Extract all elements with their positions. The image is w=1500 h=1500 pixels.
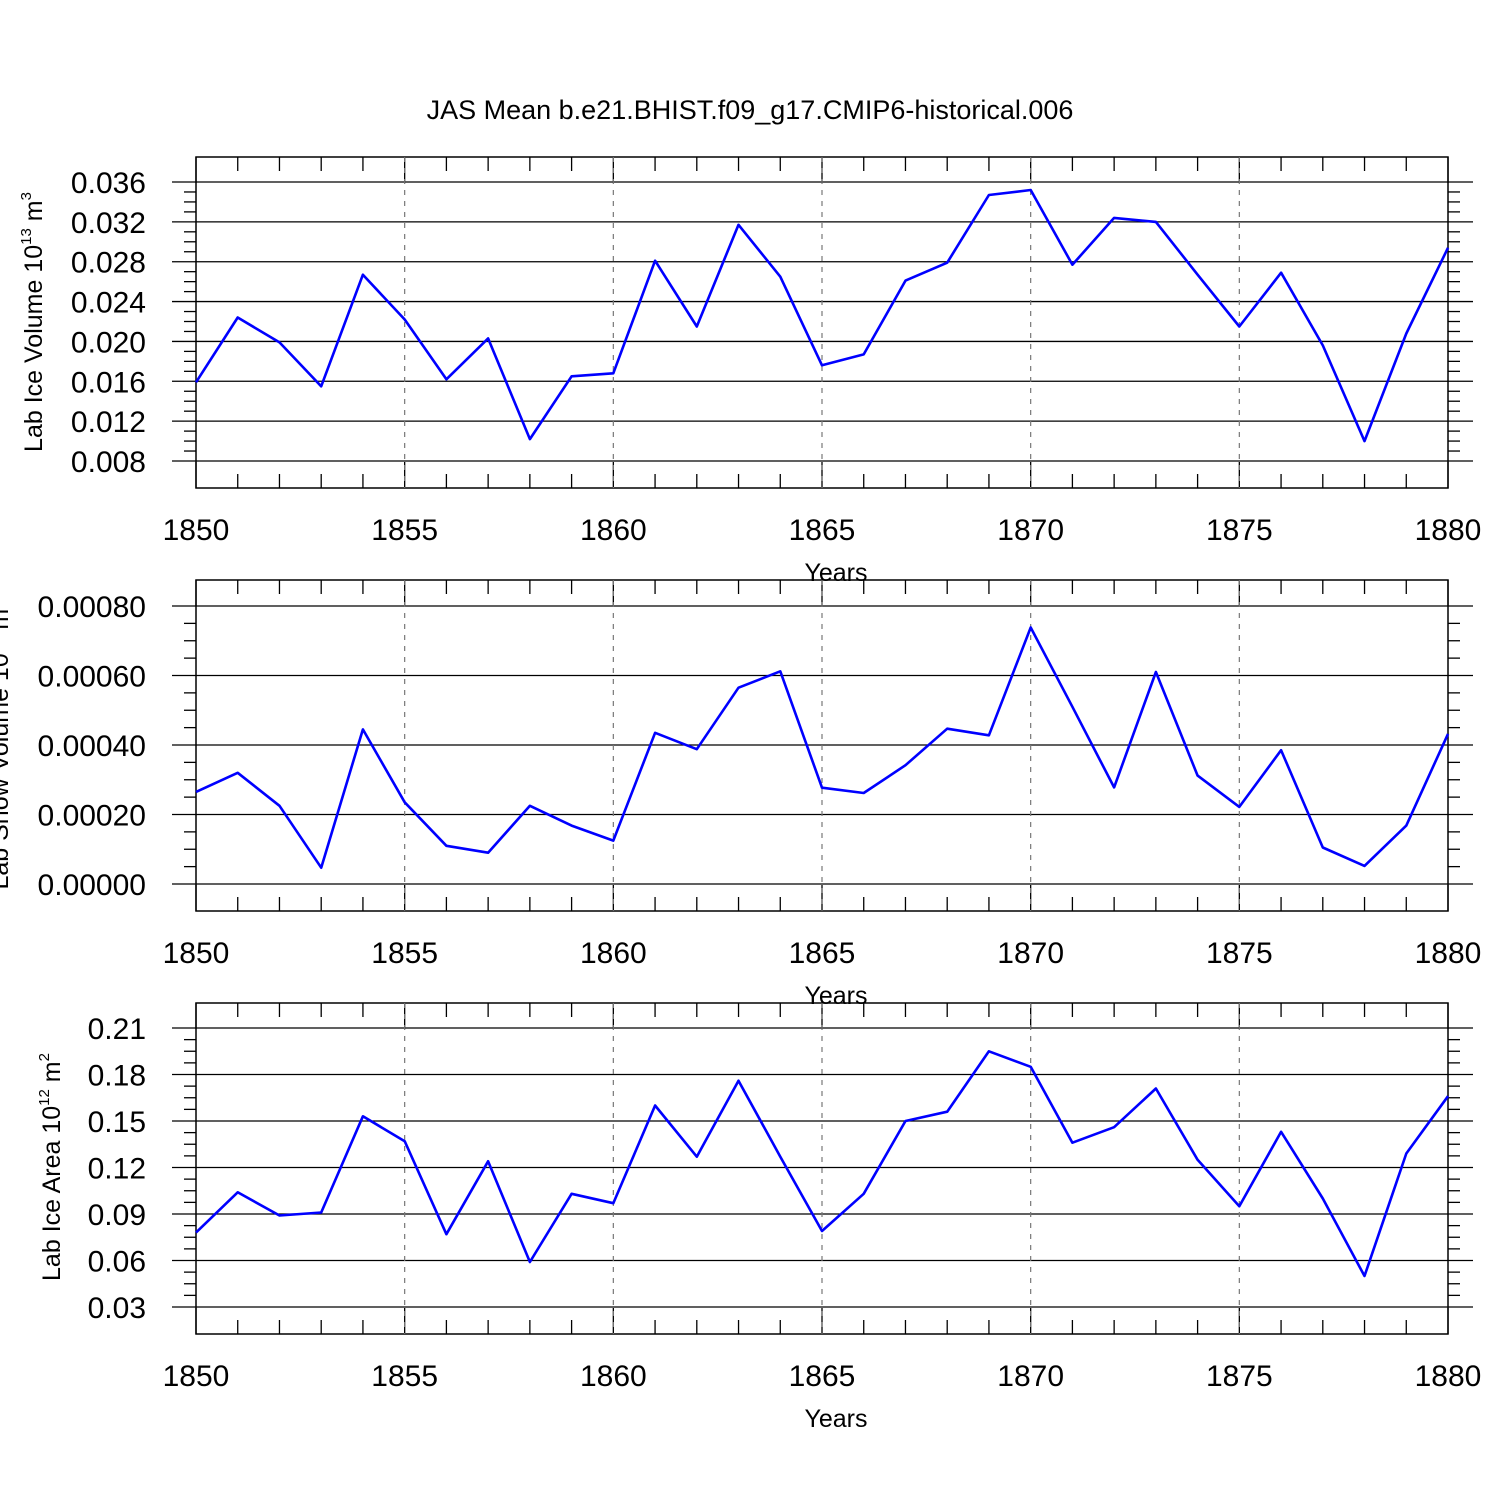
y-tick-label: 0.032	[71, 207, 146, 240]
y-tick-label: 0.00040	[38, 730, 146, 763]
x-tick-label: 1870	[997, 1360, 1064, 1393]
chart-title: JAS Mean b.e21.BHIST.f09_g17.CMIP6-histo…	[427, 95, 1074, 125]
y-tick-label: 0.21	[88, 1013, 146, 1046]
series-line	[194, 188, 1450, 443]
y-tick-label: 0.008	[71, 446, 146, 479]
x-tick-label: 1855	[371, 1360, 438, 1393]
x-tick-label: 1870	[997, 937, 1064, 970]
x-tick-label: 1865	[789, 1360, 856, 1393]
x-axis-label: Years	[804, 559, 867, 587]
x-tick-label: 1870	[997, 514, 1064, 547]
panel-2: 0.00000 0.00020 0.00040 0.00060 0.00080 1850 1…	[0, 579, 1482, 1010]
y-axis-label-exponent: 13	[18, 228, 35, 245]
y-tick-label: 0.028	[71, 247, 146, 280]
chart-panels: 0.0080.0120.0160.0200.0240.0280.0320.036…	[0, 156, 1482, 1433]
x-tick-label: 1850	[163, 1360, 230, 1393]
y-axis-label-text: Lab Ice Volume 10	[20, 245, 48, 452]
x-tick-label: 1860	[580, 937, 647, 970]
y-tick-label: 0.03	[88, 1292, 146, 1325]
y-tick-label: 0.016	[71, 366, 146, 399]
y-axis-label: Lab Snow Volume 1013 m3	[0, 600, 14, 889]
x-tick-label: 1860	[580, 1360, 647, 1393]
y-axis-label-exponent: 12	[36, 1089, 53, 1106]
x-axis-label: Years	[804, 1405, 867, 1433]
y-tick-label: 0.06	[88, 1246, 146, 1279]
y-tick-label: 0.024	[71, 287, 146, 320]
y-tick-label: 0.020	[71, 326, 146, 359]
y-tick-label: 0.12	[88, 1153, 146, 1186]
y-axis-label: Lab Ice Volume 1013 m3	[18, 192, 48, 452]
y-tick-label: 0.09	[88, 1199, 146, 1232]
y-axis-label-unit-exponent: 3	[0, 600, 1, 608]
y-axis-label-exponent: 13	[0, 637, 1, 654]
y-axis-label: Lab Ice Area 1012 m2	[36, 1053, 66, 1281]
y-tick-label: 0.012	[71, 406, 146, 439]
y-tick-label: 0.18	[88, 1060, 146, 1093]
x-tick-label: 1865	[789, 514, 856, 547]
y-axis-label-unit-exponent: 2	[36, 1053, 53, 1061]
x-tick-label: 1875	[1206, 514, 1273, 547]
x-tick-label: 1850	[163, 514, 230, 547]
x-tick-label: 1855	[371, 514, 438, 547]
y-axis-label-text: Lab Snow Volume 10	[0, 653, 14, 889]
x-tick-label: 1865	[789, 937, 856, 970]
x-tick-label: 1855	[371, 937, 438, 970]
y-axis-label-unit: m	[0, 609, 14, 637]
y-tick-label: 0.00060	[38, 661, 146, 694]
y-axis-label-text: Lab Ice Area 10	[38, 1106, 66, 1281]
panel-3: 0.03 0.06 0.09 0.12 0.15 0.18 0.21 1850 1855 1860…	[36, 1002, 1482, 1433]
y-tick-label: 0.00000	[38, 869, 146, 902]
x-tick-label: 1860	[580, 514, 647, 547]
panel-1: 0.008 0.012 0.016 0.020 0.024 0.028 0.032 0.036…	[18, 156, 1482, 587]
x-tick-label: 1880	[1415, 514, 1482, 547]
x-axis-label: Years	[804, 982, 867, 1010]
y-axis-label-unit-exponent: 3	[18, 192, 35, 200]
y-axis-label-unit: m	[20, 200, 48, 228]
x-tick-label: 1880	[1415, 937, 1482, 970]
x-tick-label: 1880	[1415, 1360, 1482, 1393]
x-tick-label: 1875	[1206, 937, 1273, 970]
y-axis-label-unit: m	[38, 1061, 66, 1089]
y-tick-label: 0.00020	[38, 800, 146, 833]
y-tick-label: 0.15	[88, 1106, 146, 1139]
y-tick-label: 0.00080	[38, 591, 146, 624]
y-tick-label: 0.036	[71, 167, 146, 200]
x-tick-label: 1875	[1206, 1360, 1273, 1393]
series-line	[195, 1050, 1450, 1278]
x-tick-label: 1850	[163, 937, 230, 970]
series-line	[195, 626, 1450, 870]
